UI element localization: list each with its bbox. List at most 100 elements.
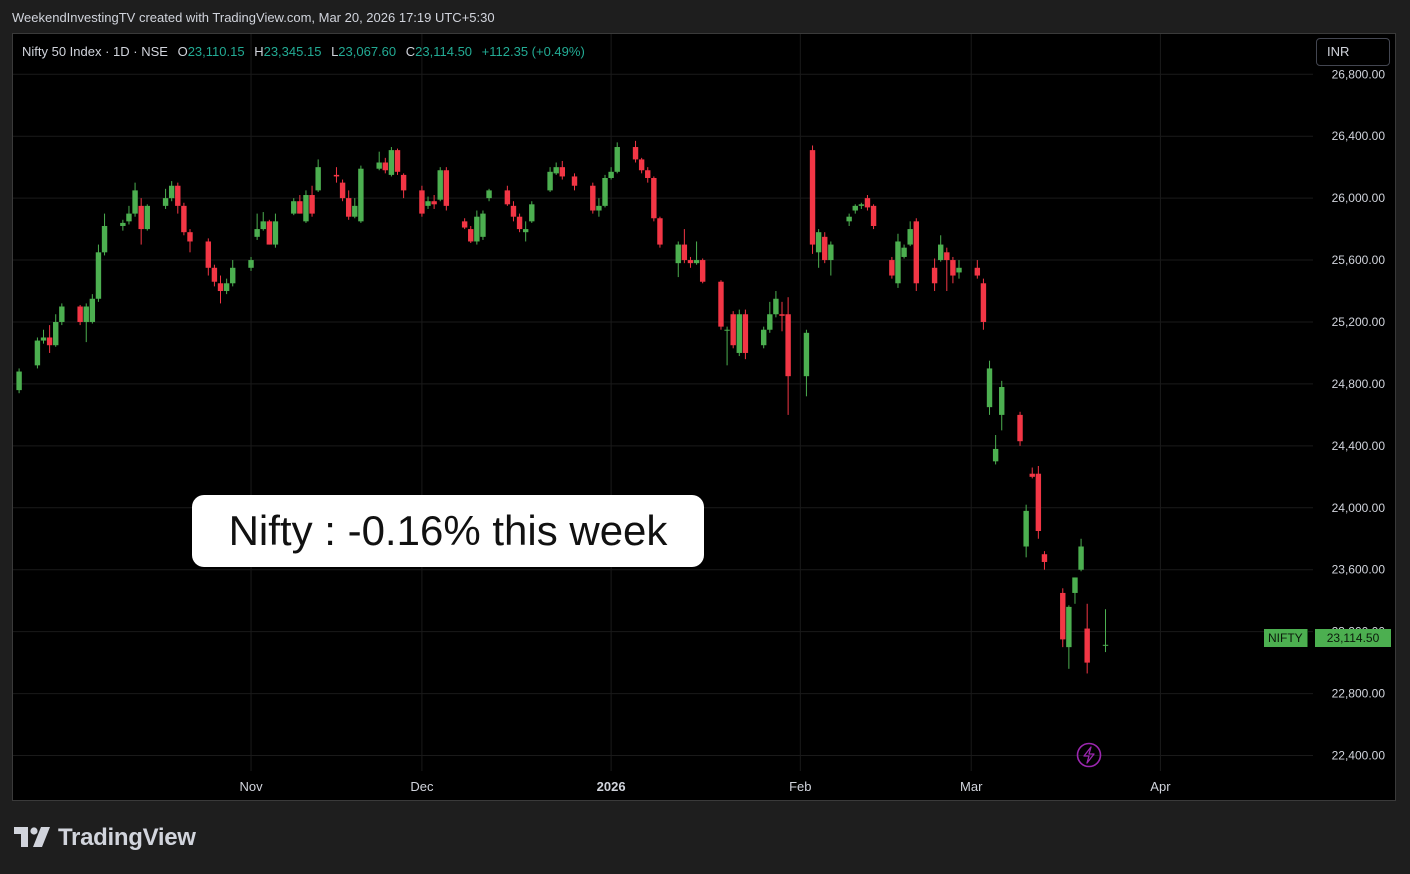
- candle: [248, 256, 254, 271]
- candle-body: [291, 201, 297, 214]
- candle: [846, 213, 852, 226]
- candle: [699, 258, 706, 284]
- candle: [815, 229, 822, 268]
- candle-body: [944, 252, 950, 261]
- candle: [376, 151, 382, 171]
- candle-body: [272, 221, 279, 245]
- candle: [461, 218, 468, 230]
- candle-body: [394, 150, 401, 172]
- candle: [89, 294, 96, 324]
- candle-body: [419, 190, 425, 214]
- candle-body: [614, 147, 620, 172]
- candle-body: [1041, 554, 1048, 562]
- x-tick-label: Mar: [960, 779, 983, 794]
- candle: [101, 213, 108, 256]
- candle: [590, 182, 596, 214]
- chart-pane[interactable]: Nov Dec 2026 Feb Mar Apr 22,400.00 22,800.00 23…: [12, 33, 1396, 801]
- candle-body: [260, 221, 266, 230]
- candle: [468, 225, 474, 244]
- candle: [809, 145, 816, 254]
- candle-body: [400, 174, 407, 191]
- candle: [162, 188, 169, 209]
- candle: [852, 204, 858, 214]
- candle-body: [59, 306, 65, 322]
- x-tick-label: Dec: [410, 779, 434, 794]
- candle-body: [1035, 473, 1042, 532]
- candle-body: [522, 229, 529, 233]
- symbol-label[interactable]: Nifty 50 Index · 1D · NSE: [22, 44, 168, 59]
- y-tick-label: 23,600.00: [1332, 563, 1386, 577]
- candle: [1060, 588, 1066, 648]
- candle: [132, 182, 138, 217]
- candle-body: [724, 329, 730, 331]
- candle-body: [736, 314, 742, 353]
- x-tick-label: 2026: [597, 779, 626, 794]
- candle-body: [175, 185, 181, 206]
- candle: [394, 148, 401, 175]
- candle-body: [852, 205, 858, 211]
- close-value: 23,114.50: [415, 44, 473, 59]
- tradingview-wordmark: TradingView: [58, 824, 196, 851]
- candle-body: [559, 167, 565, 177]
- candle-body: [358, 168, 364, 222]
- candle-body: [779, 314, 785, 316]
- candle-body: [181, 205, 187, 233]
- candlestick-chart[interactable]: Nov Dec 2026 Feb Mar Apr 22,400.00 22,800.00 23…: [13, 34, 1396, 801]
- candle: [339, 179, 346, 202]
- candle: [437, 167, 443, 202]
- candle: [352, 198, 358, 219]
- candle: [742, 309, 749, 360]
- candle-body: [980, 283, 987, 322]
- candle: [516, 213, 523, 233]
- candle-body: [345, 198, 352, 217]
- candle: [736, 309, 742, 357]
- candle-body: [638, 159, 645, 171]
- candle-body: [1029, 473, 1035, 477]
- weekly-change-annotation[interactable]: Nifty : -0.16% this week: [192, 495, 704, 567]
- currency-button[interactable]: INR: [1316, 38, 1390, 66]
- candle: [211, 264, 218, 287]
- grid: [13, 34, 1313, 771]
- candle-body: [486, 190, 492, 199]
- candle-body: [815, 232, 822, 253]
- candle-body: [828, 244, 834, 261]
- chart-caption: WeekendInvestingTV created with TradingV…: [12, 10, 495, 25]
- candle-body: [297, 201, 303, 214]
- candle: [303, 190, 309, 223]
- candle: [443, 167, 450, 211]
- candle-body: [1078, 546, 1084, 570]
- candle-body: [382, 162, 389, 171]
- candle: [1078, 538, 1084, 572]
- high-value: 23,345.15: [263, 44, 322, 59]
- candle: [425, 196, 431, 209]
- candle-body: [504, 190, 511, 205]
- candle: [419, 185, 425, 217]
- candle-body: [223, 283, 230, 292]
- candle: [1072, 577, 1078, 604]
- candle-body: [785, 314, 791, 377]
- candle: [571, 173, 578, 191]
- candle-body: [443, 170, 450, 206]
- candle: [870, 204, 877, 230]
- candle: [382, 157, 389, 174]
- symbol-price-tag: NIFTY: [1264, 629, 1308, 647]
- candle: [504, 185, 511, 206]
- tradingview-logo[interactable]: TradingView: [14, 824, 196, 852]
- candle-body: [168, 185, 175, 199]
- candle: [638, 157, 645, 174]
- candle: [486, 188, 492, 202]
- candle: [895, 233, 901, 288]
- candle-body: [870, 205, 877, 226]
- candle: [272, 213, 279, 248]
- candle: [1029, 467, 1035, 479]
- lightning-icon[interactable]: [1076, 742, 1102, 768]
- candle: [260, 212, 266, 231]
- candle-body: [211, 267, 218, 282]
- candle-body: [431, 201, 437, 205]
- candle: [608, 167, 614, 180]
- candle: [974, 260, 981, 279]
- candle-body: [657, 218, 663, 245]
- candle-body: [132, 190, 138, 214]
- candle: [980, 278, 987, 330]
- candle-body: [16, 371, 22, 391]
